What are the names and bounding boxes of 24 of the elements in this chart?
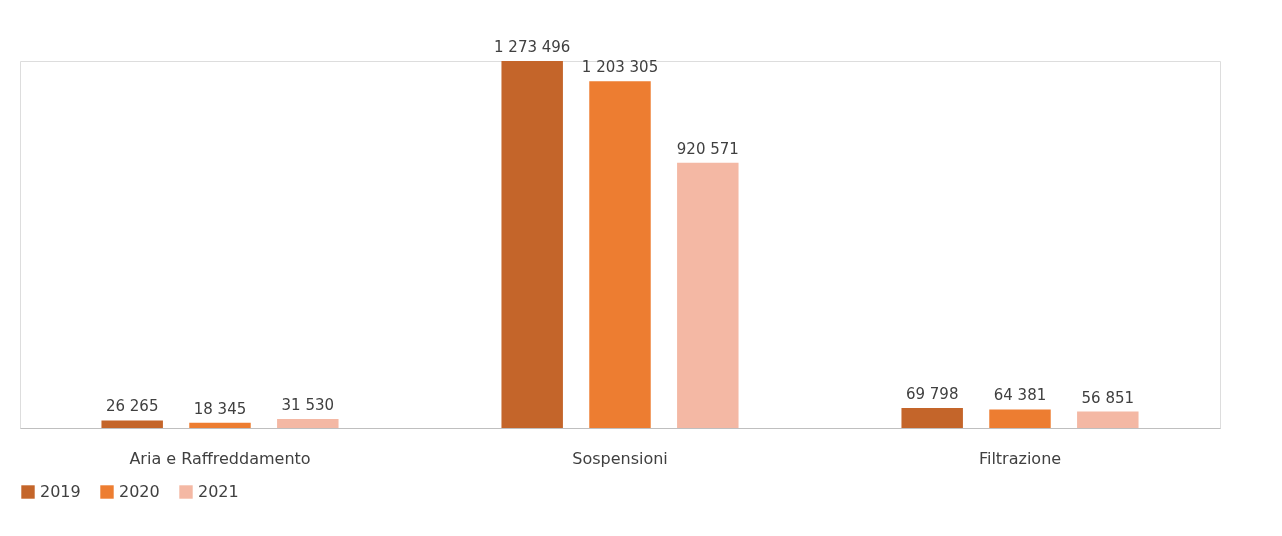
data-label: 64 381 (993, 386, 1047, 405)
x-tick-label: Aria e Raffreddamento (129, 448, 311, 468)
data-label: 26 265 (105, 397, 159, 416)
bar (101, 420, 163, 428)
data-label: 18 345 (193, 399, 247, 418)
data-label: 56 851 (1081, 388, 1135, 407)
bar (501, 61, 563, 428)
x-tick-label: Sospensioni (572, 448, 668, 468)
data-label: 1 203 305 (581, 58, 659, 77)
bar (901, 407, 963, 428)
bar (189, 422, 251, 428)
legend-label: 2021 (198, 482, 239, 501)
bar (677, 162, 739, 428)
data-label: 1 273 496 (494, 38, 571, 56)
data-label: 31 530 (281, 395, 335, 414)
legend-label: 2020 (119, 482, 160, 501)
x-tick-label: Filtrazione (978, 448, 1062, 468)
data-label: 69 798 (905, 384, 959, 403)
data-label: 920 571 (676, 139, 739, 158)
bar (277, 418, 339, 428)
bar (589, 81, 651, 428)
bar (989, 409, 1051, 428)
legend-label: 2019 (40, 482, 81, 501)
bar (1077, 411, 1139, 428)
